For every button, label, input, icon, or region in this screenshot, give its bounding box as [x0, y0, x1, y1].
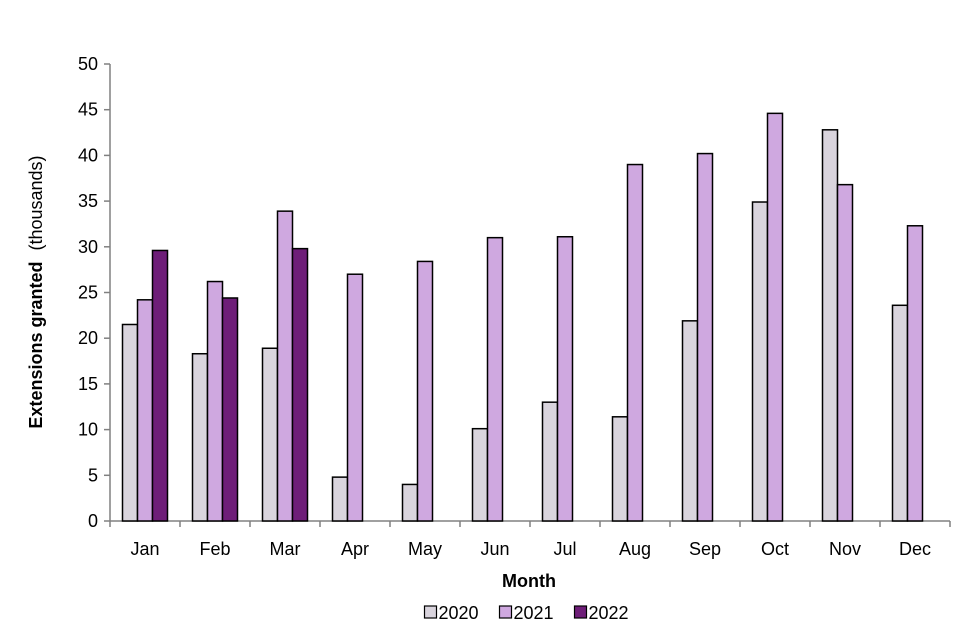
bar-2020-aug [611, 416, 629, 522]
bar-2020-may [401, 483, 419, 522]
x-tick-label: Jul [553, 539, 576, 559]
svg-text:Extensions granted (th: Extensions granted (thousands) [26, 155, 46, 428]
bars [121, 112, 924, 522]
legend-label-2021: 2021 [514, 603, 554, 623]
x-tick-label: Mar [270, 539, 301, 559]
bar-2022-feb [221, 297, 239, 522]
x-tick-label: Nov [829, 539, 861, 559]
bar-2021-jan [136, 299, 154, 522]
y-tick-label: 30 [78, 237, 98, 257]
bar-2020-sep [681, 320, 699, 522]
y-tick-label: 50 [78, 54, 98, 74]
y-tick-label: 15 [78, 374, 98, 394]
bar-2020-oct [751, 201, 769, 522]
bar-2021-dec [906, 225, 924, 522]
y-tick-label: 35 [78, 191, 98, 211]
bar-2021-oct [766, 112, 784, 522]
bar-2020-jul [541, 401, 559, 522]
axes [104, 63, 951, 527]
legend: 2020 2021 2022 [423, 603, 629, 623]
legend-swatch-2020 [423, 605, 438, 619]
bar-2020-apr [331, 476, 349, 522]
tick-labels: 0 5 10 15 20 25 30 35 40 45 50 Jan Feb Mar Apr May Jun Ju… [78, 54, 931, 559]
x-tick-label: Oct [761, 539, 789, 559]
x-tick-label: Apr [341, 539, 369, 559]
bar-2021-apr [346, 273, 364, 522]
y-axis-title: Extensions granted (thousands) [26, 155, 46, 428]
y-tick-label: 10 [78, 420, 98, 440]
x-tick-label: Sep [689, 539, 721, 559]
bar-2020-jun [471, 427, 489, 522]
bar-2020-jan [121, 323, 139, 522]
x-tick-label: Dec [899, 539, 931, 559]
y-axis-title-unit: (thousands) [26, 155, 46, 250]
bar-2021-aug [626, 163, 644, 522]
y-tick-label: 5 [88, 465, 98, 485]
bar-2020-mar [261, 347, 279, 522]
legend-label-2020: 2020 [439, 603, 479, 623]
y-tick-label: 40 [78, 145, 98, 165]
x-axis-title: Month [502, 571, 556, 591]
legend-swatch-2022 [573, 605, 588, 619]
bar-2022-jan [151, 249, 169, 522]
y-axis-title-main: Extensions granted [26, 262, 46, 429]
bar-2020-dec [891, 304, 909, 522]
y-tick-label: 20 [78, 328, 98, 348]
bar-2021-may [416, 260, 434, 522]
bar-2021-nov [836, 183, 854, 522]
x-tick-label: Jan [130, 539, 159, 559]
bar-2021-jun [486, 236, 504, 522]
x-tick-label: May [408, 539, 442, 559]
bar-2020-nov [821, 129, 839, 522]
bar-2021-mar [276, 210, 294, 522]
y-tick-label: 0 [88, 511, 98, 531]
x-tick-label: Feb [199, 539, 230, 559]
y-tick-label: 45 [78, 100, 98, 120]
legend-label-2022: 2022 [589, 603, 629, 623]
bar-2020-feb [191, 352, 209, 522]
legend-swatch-2021 [498, 605, 513, 619]
x-tick-label: Aug [619, 539, 651, 559]
bar-2021-jul [556, 235, 574, 522]
bar-2021-feb [206, 280, 224, 522]
x-tick-label: Jun [480, 539, 509, 559]
bar-2021-sep [696, 152, 714, 522]
bar-2022-mar [291, 247, 309, 522]
y-tick-label: 25 [78, 283, 98, 303]
